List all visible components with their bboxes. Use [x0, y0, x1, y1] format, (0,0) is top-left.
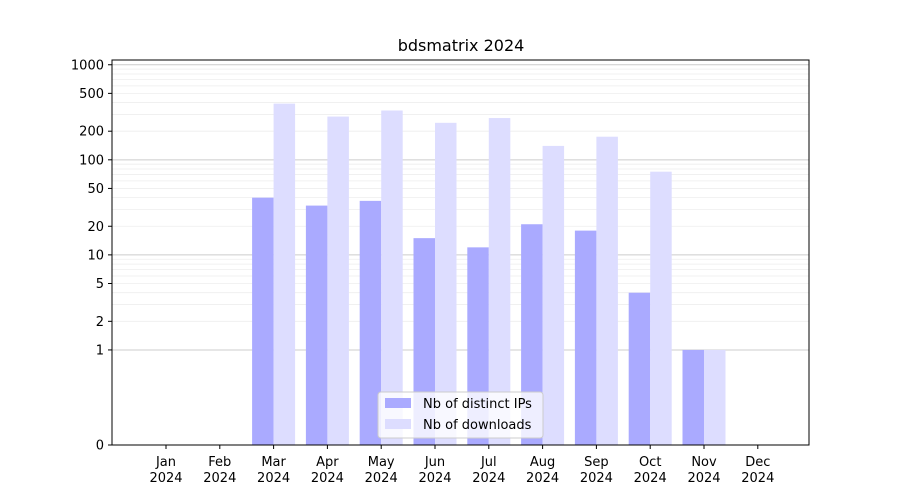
bar-downloads [488, 118, 511, 445]
legend-swatch-downloads [385, 419, 411, 429]
x-tick-label-month: Nov [691, 455, 717, 470]
bar-downloads [704, 349, 726, 445]
x-tick-label-month: May [368, 455, 395, 470]
y-tick-label: 1000 [71, 58, 104, 73]
legend-swatch-ips [385, 398, 411, 408]
y-tick-label: 2 [96, 315, 104, 330]
x-tick-label-year: 2024 [257, 471, 290, 486]
x-axis: Jan2024Feb2024Mar2024Apr2024May2024Jun20… [149, 445, 774, 486]
bar-distinct-ips [252, 197, 274, 445]
bar-distinct-ips [682, 349, 704, 445]
y-tick-label: 200 [79, 125, 104, 140]
bars [252, 103, 726, 446]
y-tick-label: 0 [96, 439, 104, 454]
bar-downloads [650, 171, 672, 445]
x-tick-label-month: Oct [639, 455, 661, 470]
x-tick-label-year: 2024 [472, 471, 505, 486]
x-tick-label-year: 2024 [526, 471, 559, 486]
bar-downloads [381, 110, 403, 445]
x-tick-label-year: 2024 [203, 471, 236, 486]
y-axis: 0 1 2 5 10 20 50 100 200 500 1000 [71, 58, 112, 454]
bar-distinct-ips [521, 224, 543, 445]
bar-downloads [542, 145, 565, 445]
y-tick-label: 5 [96, 277, 104, 292]
x-tick-label-year: 2024 [311, 471, 344, 486]
x-tick-label-year: 2024 [149, 471, 182, 486]
x-tick-label-year: 2024 [634, 471, 667, 486]
bar-downloads [327, 116, 349, 445]
bar-downloads [596, 136, 618, 446]
x-tick-label-month: Sep [584, 455, 609, 470]
bar-distinct-ips [574, 230, 597, 445]
y-tick-label: 500 [79, 87, 104, 102]
legend-label-downloads: Nb of downloads [423, 418, 532, 433]
chart-title: bdsmatrix 2024 [398, 36, 525, 55]
x-tick-label-year: 2024 [741, 471, 774, 486]
x-tick-label-year: 2024 [418, 471, 451, 486]
y-tick-label: 20 [87, 220, 104, 235]
legend-label-ips: Nb of distinct IPs [423, 397, 532, 412]
bar-distinct-ips [305, 205, 328, 445]
plot-frame [111, 59, 810, 446]
bar-distinct-ips [359, 200, 382, 445]
x-tick-label-month: Jun [424, 455, 445, 470]
x-tick-label-month: Feb [208, 455, 231, 470]
y-tick-label: 100 [79, 153, 104, 168]
legend-box [377, 391, 544, 439]
x-tick-label-year: 2024 [365, 471, 398, 486]
bar-distinct-ips [628, 292, 651, 445]
grid [112, 64, 809, 351]
x-tick-label-month: Jan [155, 455, 176, 470]
x-tick-label-month: Jul [480, 455, 497, 470]
y-tick-label: 1 [96, 343, 104, 358]
x-tick-label-month: Dec [745, 455, 770, 470]
x-tick-label-year: 2024 [580, 471, 613, 486]
legend: Nb of distinct IPs Nb of downloads [377, 391, 544, 439]
x-tick-label-year: 2024 [687, 471, 720, 486]
x-tick-label-month: Mar [261, 455, 286, 470]
bar-downloads [435, 122, 457, 446]
y-tick-label: 10 [87, 248, 104, 263]
y-tick-label: 50 [87, 182, 104, 197]
bar-downloads [273, 103, 296, 445]
x-tick-label-month: Apr [316, 455, 339, 470]
x-tick-label-month: Aug [530, 455, 555, 470]
